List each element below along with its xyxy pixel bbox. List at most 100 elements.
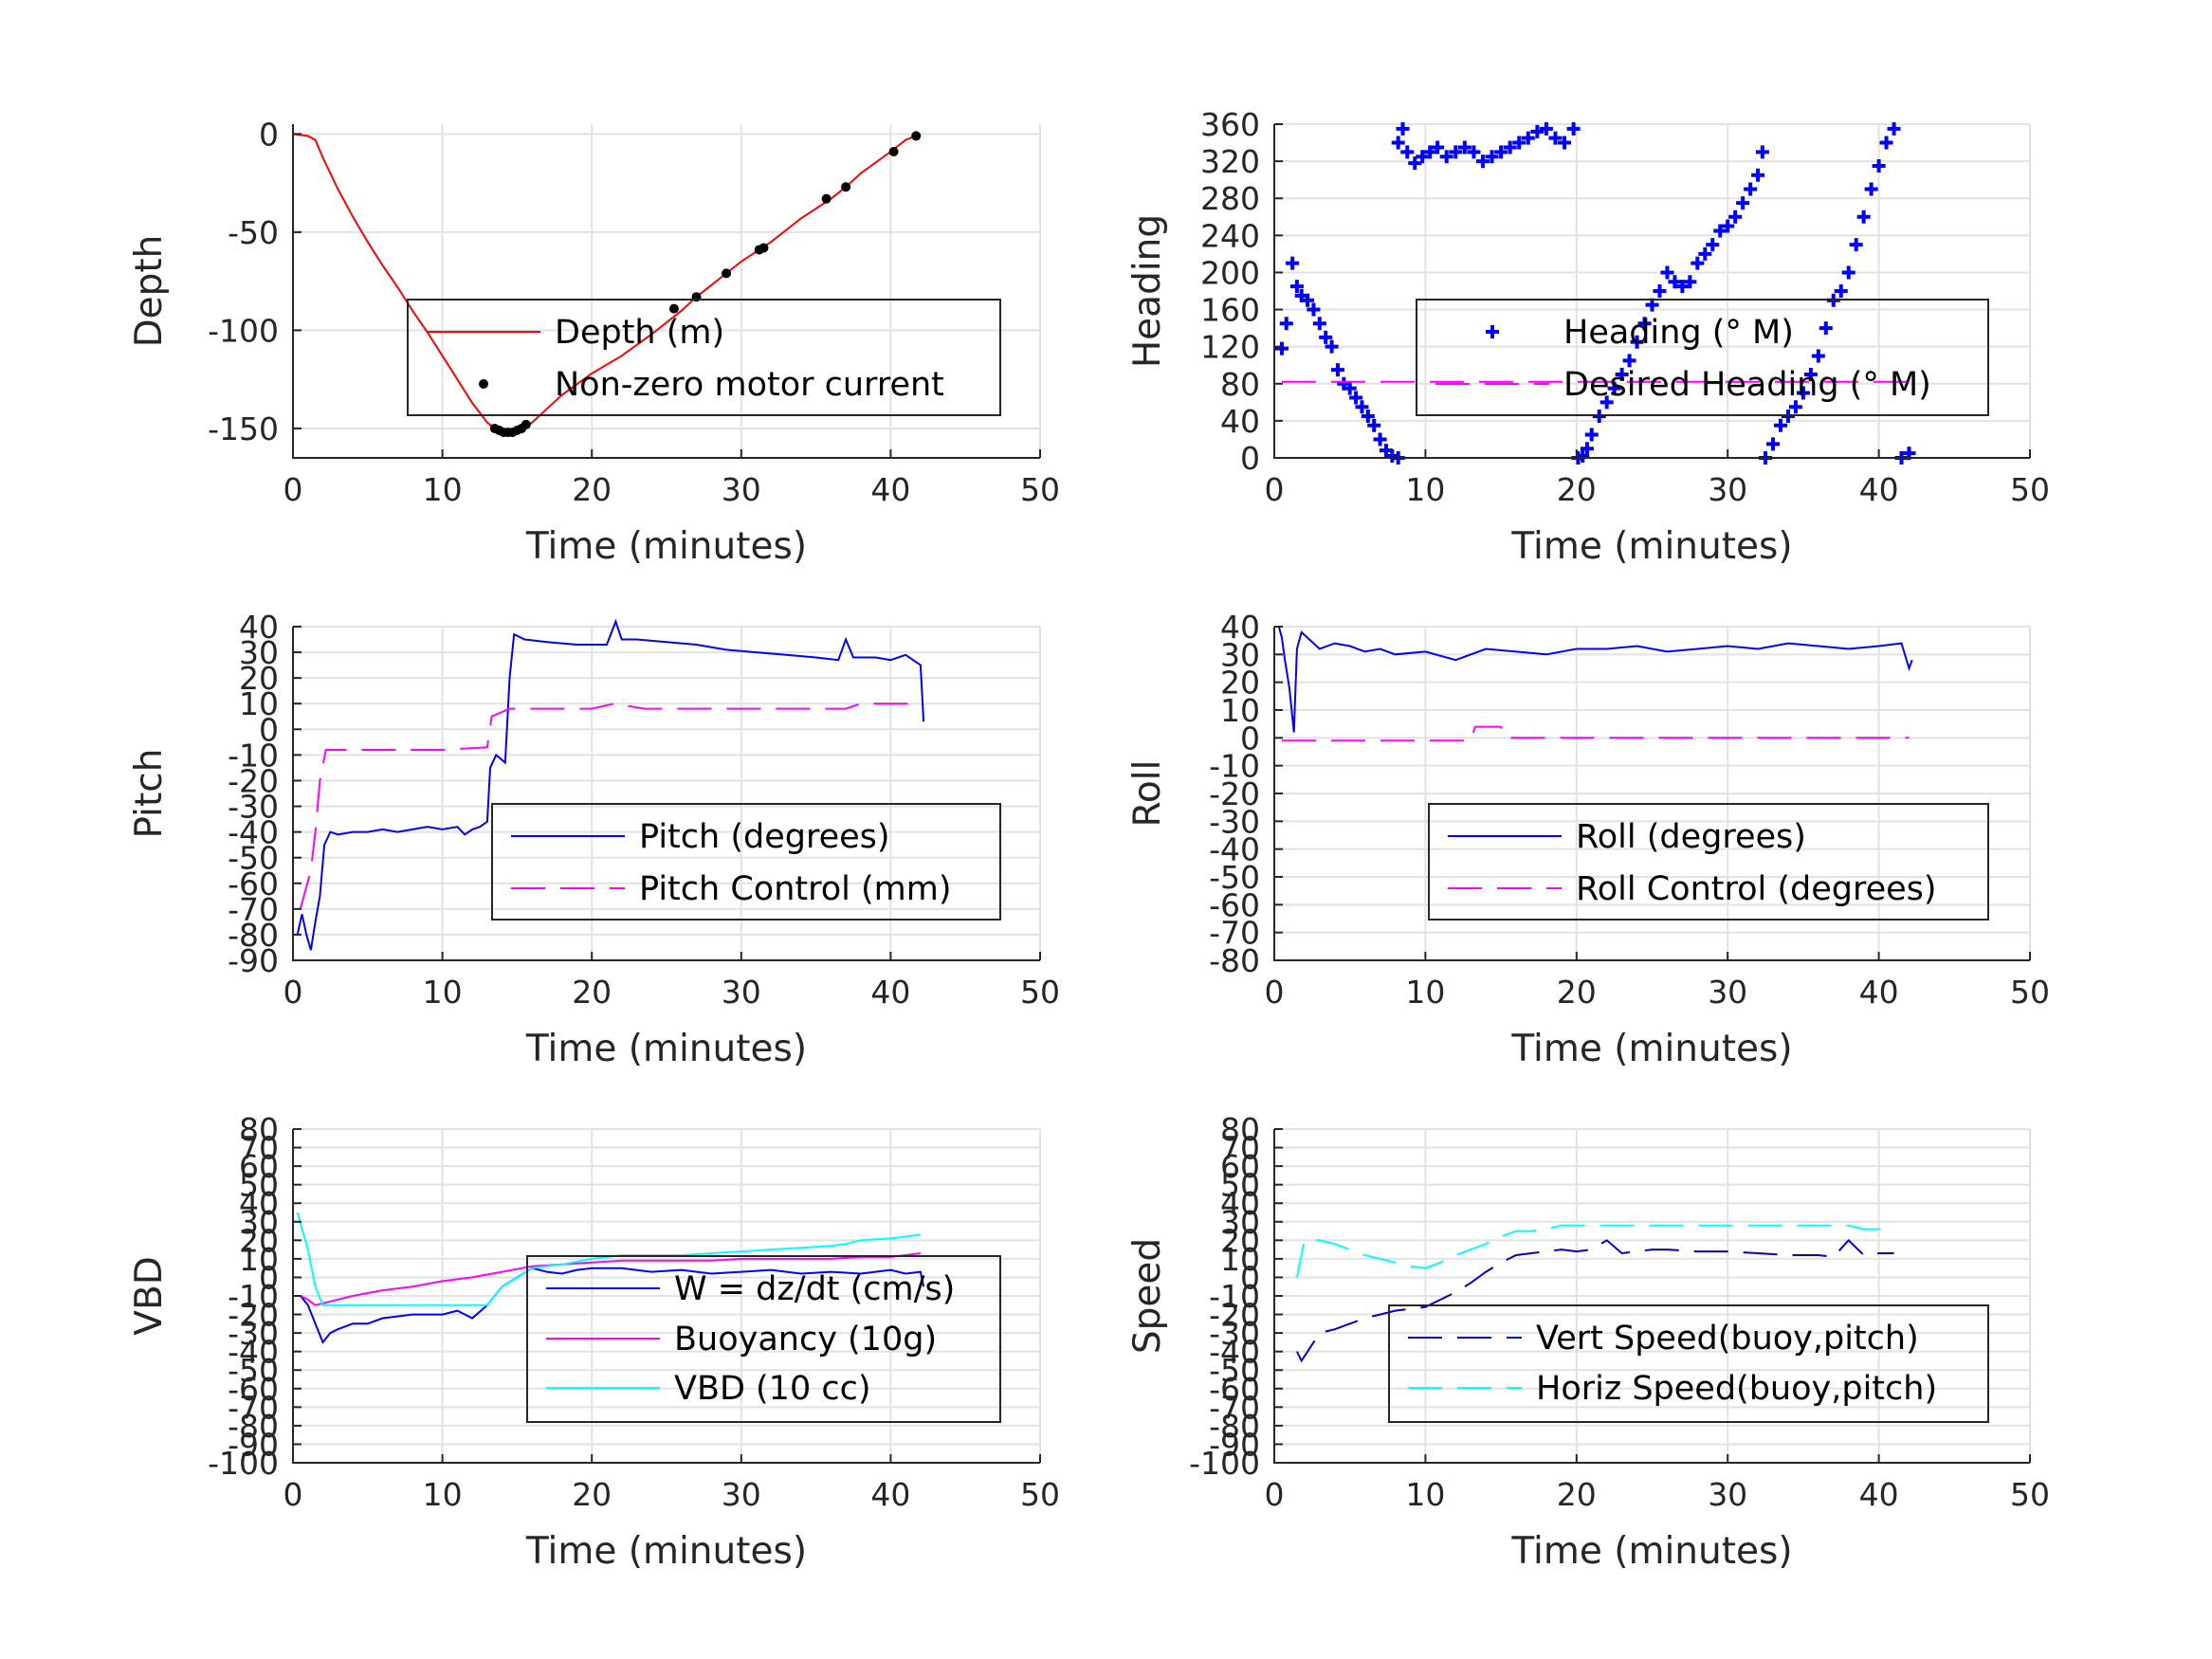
y-tick-label: 120 [1200,329,1260,366]
series-0 [1296,1238,1894,1363]
data-point [1566,121,1581,136]
data-point [1751,168,1765,182]
x-tick-label: 20 [572,471,612,508]
y-tick-label: -20 [228,1297,279,1334]
data-point [1721,219,1735,233]
data-point [1494,145,1508,159]
data-point [911,131,922,141]
y-tick-label: -50 [1209,1352,1260,1389]
x-axis-label: Time (minutes) [525,525,807,568]
y-tick-label: -50 [1209,859,1260,896]
legend-label: Pitch Control (mm) [639,870,951,908]
subplot-speed: 0 10 20 30 40 5080706050403020100-10-20-30-40… [1126,1111,2050,1573]
data-point [1803,368,1818,381]
data-point [1343,381,1357,395]
y-tick-label: 30 [1220,636,1260,673]
plot-area [293,124,1040,458]
y-tick-label: -80 [1209,1408,1260,1445]
legend: Pitch (degrees) Pitch Control (mm) [491,803,1001,921]
y-tick-label: 30 [239,1204,279,1241]
data-point [1367,418,1381,432]
y-tick-label: 50 [239,1167,279,1204]
x-tick-label: 10 [1405,974,1445,1011]
data-point [1728,210,1743,224]
data-point [1811,349,1825,363]
legend-box [1416,299,1989,416]
series-1 [489,131,922,438]
y-tick-label: -40 [1209,1334,1260,1371]
series-line [300,1267,925,1344]
x-tick-label: 10 [1405,1476,1445,1513]
y-tick-label: 0 [259,116,279,153]
y-tick-label: -50 [228,1352,279,1389]
data-point [1856,210,1871,224]
x-tick-label: 10 [423,1476,463,1513]
y-tick-label: 40 [239,609,279,646]
x-tick-label: 40 [1859,1476,1899,1513]
legend-box [1388,1304,1989,1423]
data-point [668,303,679,314]
y-tick-label: -70 [228,1389,279,1426]
data-point [1416,150,1430,164]
y-tick-label: 60 [239,1148,279,1185]
legend-label: Horiz Speed(buoy,pitch) [1536,1370,1937,1408]
legend-key [479,379,488,389]
series-1 [1295,1220,1894,1278]
series-line [1277,626,1913,733]
subplot-roll: 0 10 20 30 40 50403020100-10-20-30-40-50-60-7… [1126,609,2050,1070]
x-tick-label: 40 [870,1476,910,1513]
y-tick-label: -20 [228,762,279,799]
subplot-vbd: 0 10 20 30 40 5080706050403020100-10-20-30-40… [128,1111,1060,1573]
legend: Roll (degrees) Roll Control (degrees) [1428,803,1989,921]
data-point [1653,284,1667,298]
y-tick-label: -40 [228,1334,279,1371]
data-point [1713,224,1728,238]
x-axis-label: Time (minutes) [1510,525,1792,568]
series-1 [299,702,921,910]
series-line [1282,725,1910,742]
y-axis-label: Speed [1126,1238,1169,1354]
y-tick-label: 200 [1200,254,1260,291]
y-tick-label: 80 [1220,366,1260,403]
data-point [1584,428,1599,442]
y-tick-label: -30 [228,1315,279,1352]
y-tick-label: 10 [1220,1241,1260,1278]
y-tick-label: 0 [1240,720,1260,757]
data-point [1630,335,1644,349]
data-point [1349,391,1363,405]
series-0 [300,1267,925,1344]
data-point [1548,131,1563,145]
legend-label: Roll (degrees) [1576,818,1806,856]
x-tick-label: 10 [1405,471,1445,508]
subplot-depth: 0 10 20 30 40 50 0 -50 -100 -150 Time (minutes) Dep… [128,116,1060,568]
data-point [1289,280,1304,294]
y-tick-label: -80 [1209,942,1260,979]
y-tick-label: 0 [259,711,279,748]
x-tick-label: 20 [1557,974,1597,1011]
data-point [1274,341,1289,356]
legend-key [1486,325,1499,338]
y-tick-label: 10 [1220,692,1260,729]
data-point [1706,238,1720,252]
y-tick-label: -70 [228,891,279,928]
series-line [296,618,925,951]
y-tick-label: -100 [1189,1445,1260,1482]
data-point [1396,121,1410,136]
data-point [1319,330,1333,344]
x-tick-label: 20 [572,1476,612,1513]
y-tick-label: -40 [1209,831,1260,868]
data-point [888,146,899,156]
y-tick-label: 240 [1200,217,1260,254]
y-tick-label: 320 [1200,143,1260,180]
x-tick-label: 50 [1020,1476,1060,1513]
data-point [1819,321,1833,336]
data-point [1796,386,1810,400]
data-point [1301,293,1315,307]
y-tick-label: 80 [1220,1111,1260,1148]
data-point [1841,265,1856,280]
data-point [1864,182,1878,196]
legend-label: VBD (10 cc) [674,1370,871,1408]
data-point [1286,256,1300,270]
y-tick-label: -90 [228,942,279,979]
data-point [1391,136,1405,150]
